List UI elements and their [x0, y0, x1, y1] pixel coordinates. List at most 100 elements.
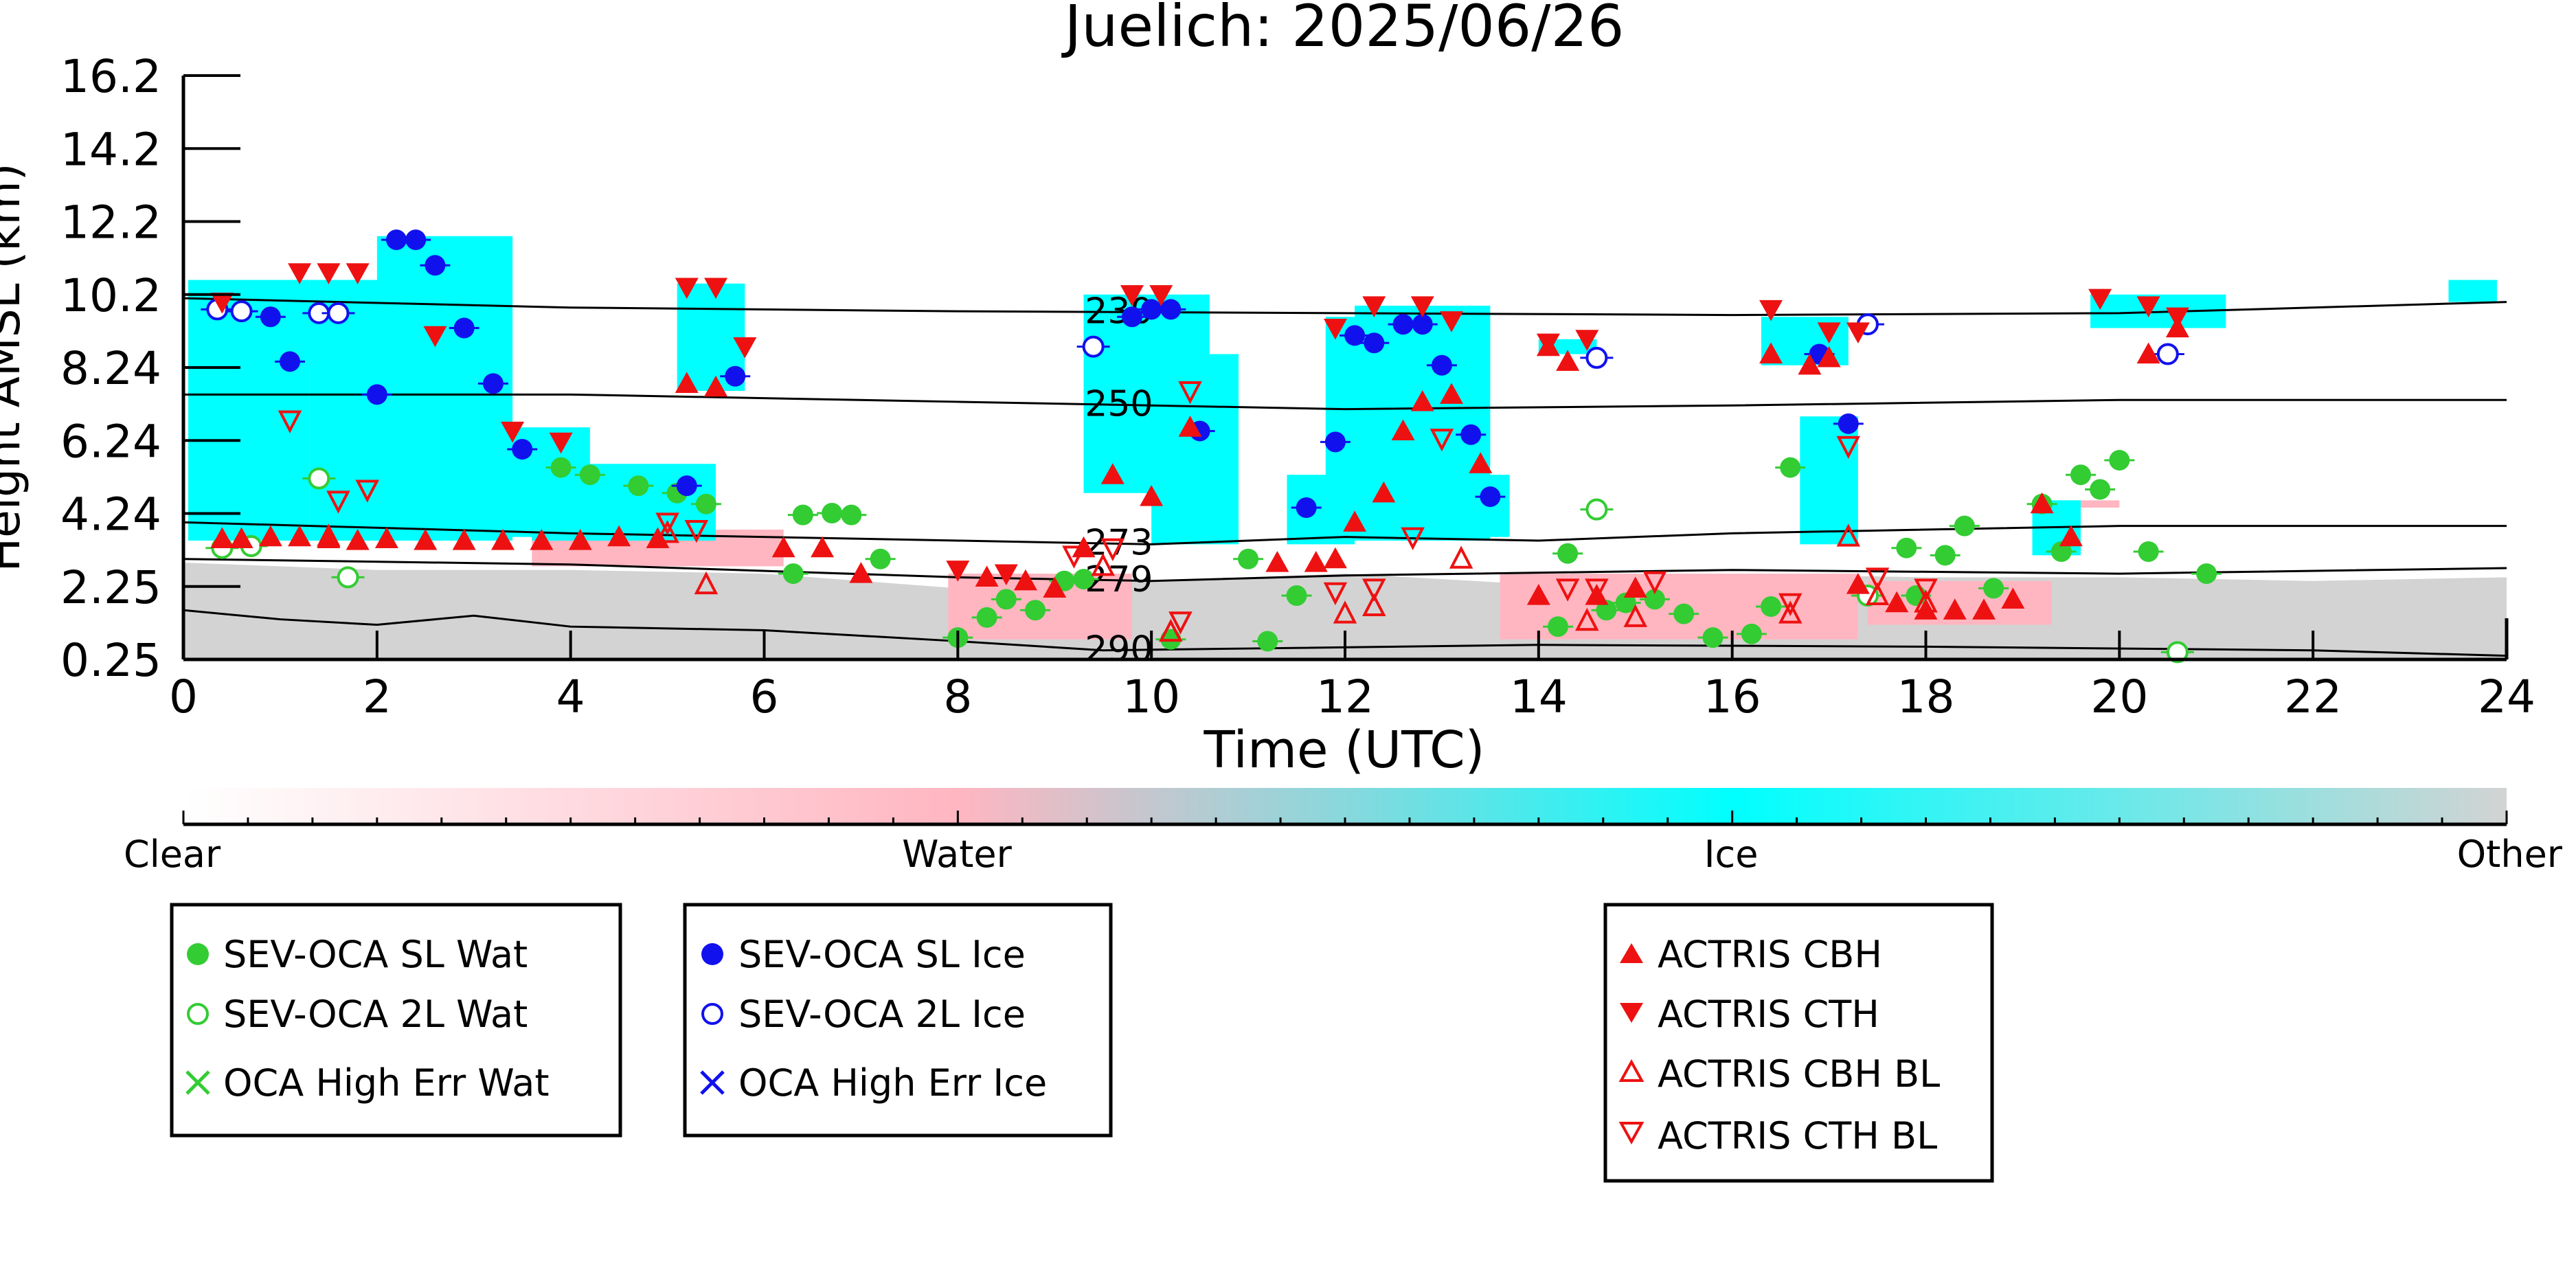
legend-2l-ice-label: SEV-OCA 2L Ice — [738, 993, 1026, 1036]
marker-sev-oca-2l-ice — [2156, 343, 2179, 365]
marker-sev-oca-2l-ice — [1585, 346, 1608, 369]
marker-actris-cbh — [346, 529, 370, 550]
y-tick-label: 4.24 — [60, 488, 161, 541]
marker-actris-cth-bl — [1323, 582, 1348, 606]
marker-sev-oca-sl-ice — [386, 229, 407, 251]
y-tick-label: 8.24 — [60, 342, 161, 395]
legend-2l-wat-label: SEV-OCA 2L Wat — [223, 993, 528, 1036]
ice-mask-region — [1461, 475, 1510, 537]
legend-sl-wat-label: SEV-OCA SL Wat — [223, 933, 528, 976]
marker-actris-cth — [1536, 333, 1560, 355]
marker-actris-cth — [1817, 322, 1841, 343]
marker-actris-cbh — [2059, 525, 2083, 547]
legend-water: SEV-OCA SL Wat SEV-OCA 2L Wat OCA High E… — [170, 903, 622, 1138]
marker-actris-cbh — [2030, 492, 2054, 514]
marker-sev-oca-sl-wat — [1025, 600, 1046, 621]
marker-sev-oca-2l-wat — [337, 566, 359, 589]
marker-actris-cth-bl — [326, 490, 350, 514]
legend-ice: SEV-OCA SL Ice SEV-OCA 2L Ice OCA High E… — [683, 903, 1113, 1138]
marker-actris-cbh — [1323, 547, 1347, 569]
marker-actris-cbh — [975, 565, 999, 587]
marker-sev-oca-sl-wat — [2138, 541, 2159, 563]
marker-actris-cth — [1846, 322, 1870, 343]
marker-actris-cbh — [1304, 551, 1328, 572]
marker-actris-cbh-bl — [1778, 600, 1803, 624]
marker-actris-cbh-bl — [1159, 618, 1183, 642]
colorbar-label-other: Other — [2457, 833, 2563, 876]
marker-actris-cbh — [210, 527, 234, 548]
marker-sev-oca-sl-ice — [425, 255, 446, 276]
marker-sev-oca-sl-wat — [870, 548, 891, 569]
marker-actris-cbh — [288, 525, 312, 547]
legend-actris-box — [1603, 903, 1994, 1183]
marker-actris-cth-bl — [1401, 527, 1425, 551]
marker-actris-cth-bl — [1062, 545, 1086, 569]
marker-sev-oca-sl-wat — [579, 464, 600, 486]
marker-actris-cth — [1120, 285, 1144, 306]
x-tick-label: 8 — [943, 670, 972, 723]
marker-actris-cbh — [1410, 389, 1434, 411]
marker-actris-cth-bl — [278, 410, 302, 433]
marker-actris-cth — [675, 278, 699, 300]
marker-actris-cbh — [374, 527, 398, 548]
marker-actris-cbh — [1943, 598, 1967, 620]
marker-sev-oca-sl-ice — [453, 317, 475, 339]
marker-sev-oca-sl-wat — [1673, 603, 1695, 624]
marker-actris-cbh-bl — [1333, 600, 1357, 624]
marker-actris-cbh-bl — [694, 571, 719, 595]
marker-sev-oca-sl-wat — [2090, 479, 2111, 500]
isotherm-line — [183, 393, 2507, 411]
marker-actris-cth — [2136, 296, 2160, 318]
marker-actris-cth — [288, 263, 312, 284]
x-tick-label: 6 — [750, 670, 779, 723]
x-tick-label: 2 — [363, 670, 392, 723]
marker-actris-cth-bl — [1168, 611, 1193, 635]
marker-sev-oca-sl-wat — [1983, 578, 2004, 599]
marker-actris-cth-bl — [1642, 571, 1667, 595]
marker-actris-cbh — [1043, 576, 1067, 598]
legend-sl-wat-marker — [187, 943, 209, 965]
marker-sev-oca-sl-ice — [1460, 424, 1482, 445]
marker-actris-cth — [2088, 289, 2112, 310]
marker-actris-cbh — [607, 525, 631, 547]
marker-actris-cbh-bl — [655, 519, 679, 543]
marker-sev-oca-sl-wat — [792, 504, 813, 526]
marker-sev-oca-sl-ice — [1121, 306, 1142, 328]
marker-sev-oca-sl-wat — [1896, 537, 1917, 558]
marker-actris-cth-bl — [355, 479, 380, 503]
marker-sev-oca-sl-wat — [1954, 515, 1975, 536]
marker-sev-oca-2l-wat — [1585, 498, 1608, 521]
marker-actris-cth-bl — [1585, 578, 1609, 602]
marker-sev-oca-sl-wat — [782, 563, 804, 585]
marker-actris-cbh — [1817, 346, 1841, 368]
marker-actris-cbh — [414, 529, 438, 550]
marker-sev-oca-sl-wat — [1741, 623, 1762, 644]
marker-actris-cth — [994, 564, 1018, 586]
marker-actris-cbh — [1440, 383, 1464, 404]
y-tick-label: 2.25 — [60, 561, 161, 614]
marker-sev-oca-sl-wat — [550, 457, 572, 478]
marker-sev-oca-sl-wat — [2070, 464, 2091, 486]
marker-actris-cbh — [1972, 598, 1996, 620]
marker-actris-cbh — [1469, 452, 1493, 473]
marker-actris-cth — [346, 263, 370, 284]
marker-actris-cbh-bl — [1914, 589, 1938, 613]
x-tick-label: 12 — [1316, 670, 1374, 723]
legend-higherr-ice-label: OCA High Err Ice — [738, 1061, 1047, 1105]
marker-sev-oca-2l-wat — [2166, 641, 2189, 664]
marker-actris-cth-bl — [1430, 429, 1454, 452]
marker-actris-cbh-bl — [1836, 523, 1861, 547]
x-tick-label: 18 — [1897, 670, 1955, 723]
marker-sev-oca-2l-wat — [308, 467, 330, 490]
marker-sev-oca-sl-wat — [695, 493, 716, 515]
marker-actris-cth — [1362, 296, 1386, 318]
isotherm-line — [183, 297, 2507, 317]
marker-sev-oca-2l-ice — [230, 300, 253, 323]
marker-actris-cth-bl — [1778, 593, 1803, 617]
marker-actris-cbh — [2001, 587, 2025, 609]
marker-actris-cbh — [1526, 584, 1550, 605]
marker-sev-oca-sl-ice — [482, 373, 504, 394]
water-mask-region — [2042, 500, 2120, 508]
marker-actris-cbh-bl — [1575, 607, 1599, 631]
ice-mask-region — [1800, 416, 1858, 545]
